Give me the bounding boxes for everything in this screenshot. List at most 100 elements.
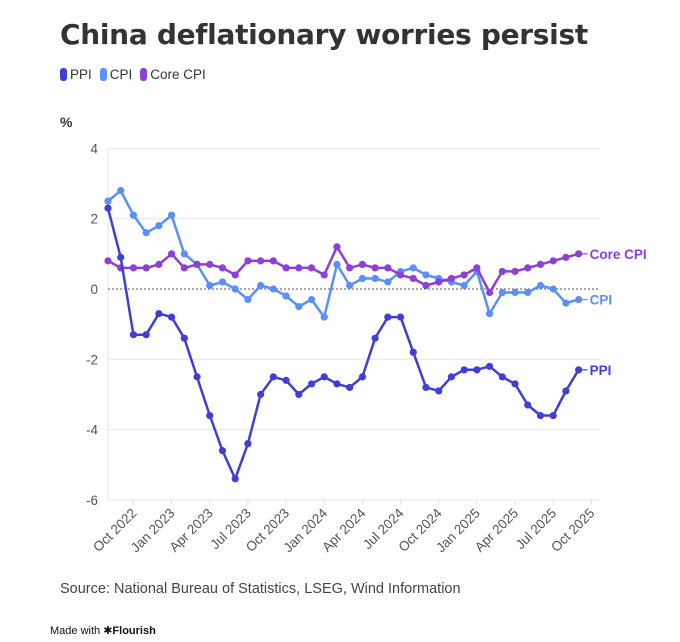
legend-swatch-cpi [99,68,107,81]
end-label-ppi: PPI [590,363,612,378]
line-ppi [106,207,580,481]
point-cpi [104,197,112,205]
point-core-cpi [473,264,481,272]
y-tick-label: -4 [86,423,98,438]
point-core-cpi [447,274,456,283]
point-core-cpi [511,267,519,276]
legend-swatch-core-cpi [140,68,148,81]
point-cpi [142,229,150,237]
point-core-cpi [218,264,227,272]
source-note: Source: National Bureau of Statistics, L… [60,581,461,597]
legend: PPI CPI Core CPI [60,67,206,82]
legend-label-ppi: PPI [70,67,92,82]
asterisk-icon: ✱ [103,625,113,637]
point-core-cpi [307,264,316,272]
point-ppi [333,380,341,388]
flourish-brand: Flourish [112,625,156,637]
point-ppi [193,373,201,381]
legend-item-cpi[interactable]: CPI [99,67,133,82]
series-core-cpi [104,243,583,297]
point-ppi [422,383,430,392]
legend-item-core-cpi[interactable]: Core CPI [140,67,206,82]
point-cpi [333,260,341,268]
legend-label-cpi: CPI [109,67,133,82]
point-core-cpi [524,264,532,272]
y-axis-unit-label: % [60,114,73,130]
line-core-cpi [107,245,579,294]
series-cpi [104,186,583,321]
point-ppi [549,411,557,420]
made-with-flourish[interactable]: Made with ✱Flourish [50,624,156,637]
point-cpi [409,264,417,272]
y-tick-label: 4 [90,141,98,156]
point-cpi [384,278,392,286]
point-ppi [218,447,227,455]
point-ppi [307,380,316,388]
point-cpi [180,250,188,258]
series-lines [104,186,583,483]
point-core-cpi [549,257,557,265]
point-ppi [460,366,468,374]
point-core-cpi [435,278,443,286]
point-ppi [435,387,443,395]
point-core-cpi [486,288,494,297]
point-ppi [371,334,379,342]
point-ppi [168,313,176,321]
point-ppi [486,362,494,370]
point-core-cpi [562,253,570,261]
point-ppi [282,376,290,384]
point-ppi [511,380,519,388]
point-cpi [231,285,239,293]
point-core-cpi [384,264,392,272]
point-core-cpi [269,257,277,265]
point-ppi [257,390,265,399]
y-axis-ticks: 4 2 0 -2 -4 -6 [86,141,99,508]
end-label-cpi: CPI [590,293,613,308]
point-cpi [486,310,494,318]
point-cpi [346,281,354,290]
point-cpi [269,285,277,293]
point-cpi [549,285,557,293]
point-core-cpi [257,257,265,265]
point-cpi [155,222,163,230]
point-cpi [218,278,227,286]
point-core-cpi [409,274,417,283]
point-core-cpi [333,243,341,251]
y-tick-label: 0 [90,282,98,297]
point-ppi [575,366,583,374]
point-core-cpi [320,271,328,279]
point-ppi [447,373,456,381]
point-ppi [358,373,366,381]
point-core-cpi [575,250,583,258]
point-ppi [180,334,188,342]
point-cpi [295,302,303,311]
point-core-cpi [142,264,150,272]
point-cpi [562,299,570,307]
point-cpi [129,211,138,219]
point-core-cpi [244,257,252,265]
end-label-core-cpi: Core CPI [590,247,647,262]
point-core-cpi [155,260,163,268]
point-cpi [498,288,506,297]
legend-item-ppi[interactable]: PPI [60,67,92,82]
point-core-cpi [422,281,430,290]
point-core-cpi [536,260,545,268]
point-cpi [168,211,176,219]
point-ppi [409,348,417,356]
series-ppi [104,204,583,483]
point-cpi [320,313,328,321]
point-cpi [536,281,545,290]
point-core-cpi [358,260,366,268]
point-core-cpi [168,250,176,258]
point-core-cpi [371,264,379,272]
point-cpi [371,274,379,283]
gridlines [107,147,600,501]
point-core-cpi [346,264,354,272]
point-cpi [244,295,252,304]
y-tick-label: -6 [86,493,98,508]
point-ppi [104,204,112,212]
end-labels: CPI Core CPI PPI [581,247,647,378]
point-ppi [473,366,481,374]
point-ppi [346,383,354,392]
